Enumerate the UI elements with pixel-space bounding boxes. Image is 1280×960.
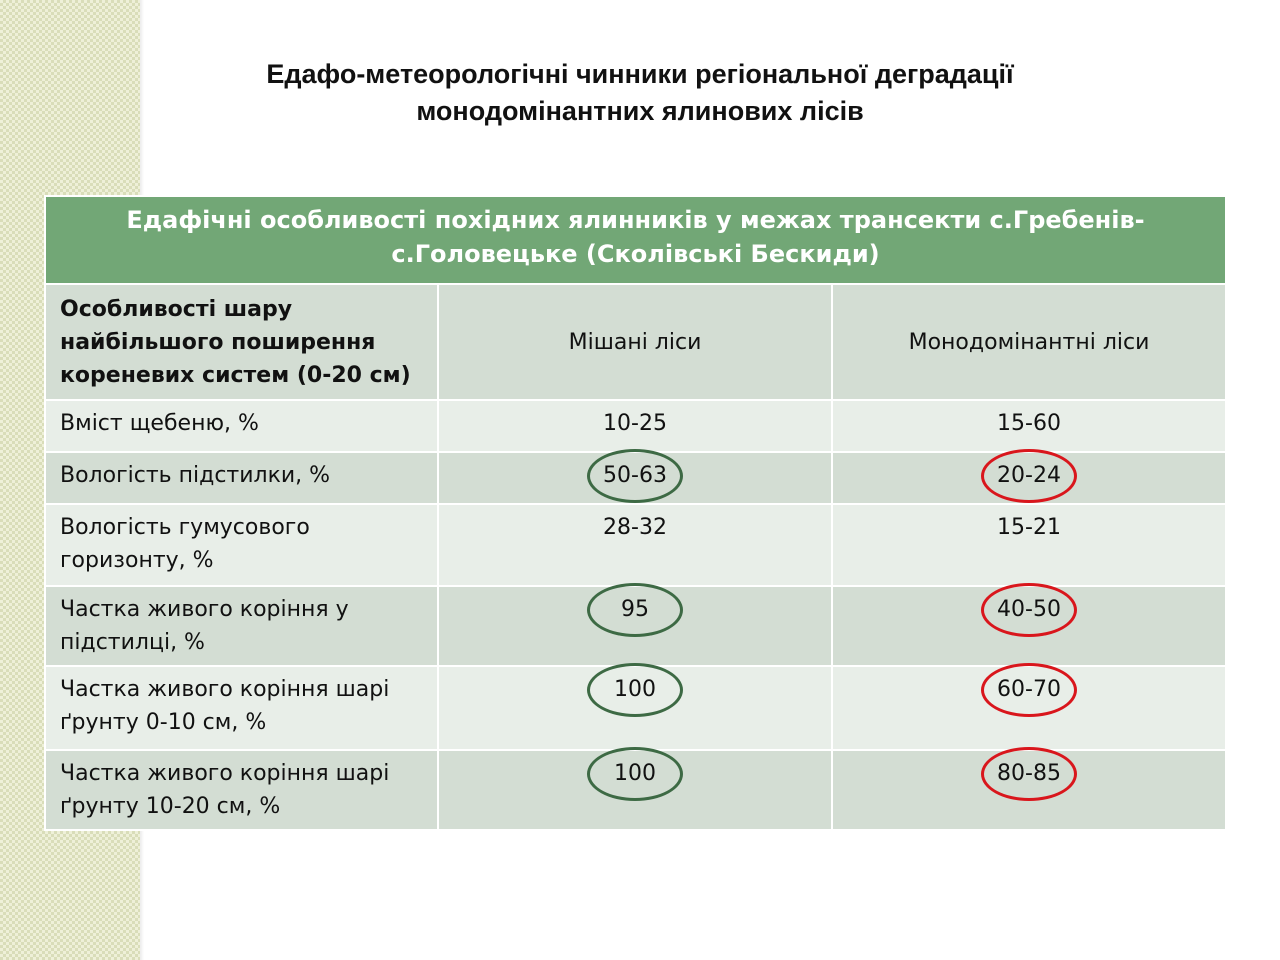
row-label: Вологість підстилки, % — [44, 451, 439, 505]
table-row: Частка живого коріння шарі ґрунту 0-10 с… — [44, 662, 1228, 751]
table-row: Частка живого коріння шарі ґрунту 10-20 … — [44, 746, 1228, 831]
table-caption-line-2: с.Головецьке (Сколівські Бескиди) — [391, 240, 880, 268]
cell-mixed: 100 — [437, 662, 833, 751]
slide-title-line-2: монодомінантних ялинових лісів — [416, 96, 864, 126]
value-text-mono: 15-21 — [997, 515, 1061, 540]
table-header-row: Особливості шару найбільшого поширення к… — [44, 283, 1228, 401]
cell-mixed: 28-32 — [437, 503, 833, 587]
value-mono: 15-21 — [997, 511, 1061, 544]
soil-features-table-container: Едафічні особливості похідних ялинників … — [43, 195, 1228, 831]
table-caption-line-1: Едафічні особливості похідних ялинників … — [126, 206, 1145, 234]
value-mixed: 50-63 — [587, 448, 683, 503]
value-text-mono: 40-50 — [997, 597, 1061, 622]
row-label: Частка живого коріння шарі ґрунту 10-20 … — [44, 749, 439, 831]
value-mixed: 10-25 — [603, 407, 667, 440]
row-label: Вологість гумусового горизонту, % — [44, 503, 439, 587]
slide-title: Едафо-метеорологічні чинники регіонально… — [170, 56, 1110, 130]
value-text-mixed: 50-63 — [603, 463, 667, 488]
value-text-mixed: 100 — [614, 677, 656, 702]
table-row: Частка живого коріння у підстилці, % 95 40… — [44, 582, 1228, 667]
row-label: Вміст щебеню, % — [44, 399, 439, 453]
value-mixed: 28-32 — [603, 511, 667, 544]
cell-mono: 15-21 — [830, 503, 1228, 587]
cell-mono: 20-24 — [830, 448, 1228, 505]
header-mixed-forests: Мішані ліси — [437, 283, 833, 401]
value-text-mono: 15-60 — [997, 411, 1061, 436]
value-mono: 80-85 — [981, 746, 1077, 801]
slide-title-line-1: Едафо-метеорологічні чинники регіонально… — [266, 59, 1014, 89]
cell-mixed: 95 — [437, 582, 833, 667]
cell-mono: 15-60 — [830, 399, 1228, 453]
cell-mixed: 100 — [437, 746, 833, 831]
cell-mono: 80-85 — [830, 746, 1228, 831]
value-text-mono: 20-24 — [997, 463, 1061, 488]
row-label: Частка живого коріння у підстилці, % — [44, 585, 439, 667]
table-row: Вологість підстилки, % 50-63 20-24 — [44, 448, 1228, 505]
table-row: Вологість гумусового горизонту, % 28-32 15… — [44, 503, 1228, 587]
table-row: Вміст щебеню, % 10-25 15-60 — [44, 399, 1228, 453]
value-mono: 20-24 — [981, 448, 1077, 503]
value-text-mixed: 28-32 — [603, 515, 667, 540]
header-mono-forests: Монодомінантні ліси — [830, 283, 1228, 401]
value-text-mixed: 95 — [621, 597, 649, 622]
value-mixed: 100 — [587, 662, 683, 717]
value-mono: 15-60 — [997, 407, 1061, 440]
table-caption-row: Едафічні особливості похідних ялинників … — [43, 195, 1228, 285]
value-mixed: 100 — [587, 746, 683, 801]
table-body: Вміст щебеню, % 10-25 15-60 Вологість підст… — [44, 399, 1228, 831]
cell-mono: 60-70 — [830, 662, 1228, 751]
value-text-mixed: 10-25 — [603, 411, 667, 436]
value-mixed: 95 — [587, 582, 683, 637]
row-label: Частка живого коріння шарі ґрунту 0-10 с… — [44, 665, 439, 751]
value-mono: 60-70 — [981, 662, 1077, 717]
value-text-mono: 60-70 — [997, 677, 1061, 702]
cell-mixed: 50-63 — [437, 448, 833, 505]
soil-features-table: Едафічні особливості похідних ялинників … — [43, 195, 1228, 831]
header-feature: Особливості шару найбільшого поширення к… — [44, 283, 439, 401]
table-caption: Едафічні особливості похідних ялинників … — [43, 195, 1228, 285]
cell-mono: 40-50 — [830, 582, 1228, 667]
value-mono: 40-50 — [981, 582, 1077, 637]
value-text-mono: 80-85 — [997, 761, 1061, 786]
value-text-mixed: 100 — [614, 761, 656, 786]
cell-mixed: 10-25 — [437, 399, 833, 453]
